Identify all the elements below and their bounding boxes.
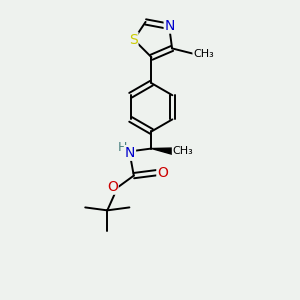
Text: N: N: [164, 19, 175, 33]
Text: O: O: [107, 180, 118, 194]
Text: CH₃: CH₃: [172, 146, 194, 157]
Polygon shape: [152, 148, 176, 155]
Text: O: O: [157, 166, 168, 180]
Text: H: H: [118, 141, 128, 154]
Text: N: N: [125, 146, 135, 160]
Text: CH₃: CH₃: [193, 49, 214, 59]
Text: S: S: [129, 33, 138, 46]
